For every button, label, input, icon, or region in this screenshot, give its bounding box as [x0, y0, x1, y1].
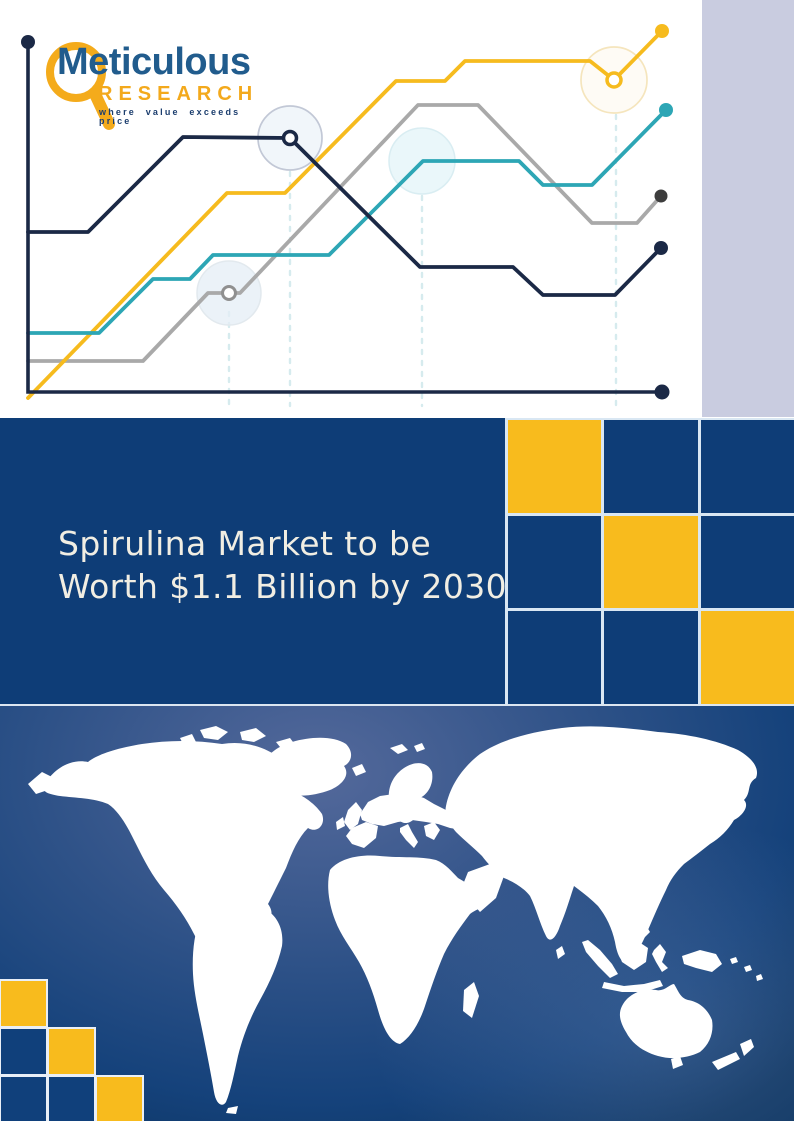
- checker-cell-yellow: [1, 981, 46, 1026]
- islands-svalbard: [390, 743, 425, 754]
- checker-cell-empty: [97, 981, 142, 1026]
- page-title-line2: Worth $1.1 Billion by 2030: [58, 567, 508, 606]
- page-title: Spirulina Market to be Worth $1.1 Billio…: [58, 522, 507, 608]
- checker-cell-navy: [508, 611, 602, 704]
- title-banner: Spirulina Market to be Worth $1.1 Billio…: [0, 418, 794, 706]
- island-ireland: [336, 817, 345, 830]
- chart-ring-markers: [221, 71, 623, 301]
- checker-cell-yellow: [700, 611, 794, 704]
- lavender-side-panel: [702, 0, 794, 417]
- continent-greenland: [261, 737, 352, 796]
- banner-checker-grid: [505, 418, 794, 704]
- logo-sub-text: RESEARCH: [98, 83, 259, 105]
- island-alaska-west: [28, 772, 54, 794]
- islands-new-zealand: [712, 1039, 754, 1070]
- island-borneo: [618, 940, 648, 970]
- checker-cell-navy: [700, 420, 794, 513]
- island-sumatra: [582, 940, 618, 978]
- region-arabia: [464, 864, 504, 912]
- island-sri-lanka: [556, 946, 565, 959]
- island-sulawesi: [652, 944, 668, 972]
- gray-series-end-dot: [654, 189, 668, 203]
- decorative-line-chart: [21, 24, 673, 408]
- island-java: [602, 980, 663, 992]
- checker-cell-navy: [1, 1029, 46, 1074]
- ring-marker-gold: [605, 71, 623, 89]
- island-great-britain: [344, 802, 362, 830]
- world-map: [28, 726, 763, 1114]
- checker-cell-empty: [97, 1029, 142, 1074]
- chart-line-navy: [26, 135, 663, 297]
- continents: [28, 726, 763, 1114]
- region-balkans: [424, 822, 440, 840]
- continent-africa: [328, 855, 485, 1044]
- checker-cell-navy: [700, 515, 794, 609]
- chart-line-gold: [26, 29, 664, 400]
- islands-pacific: [730, 957, 763, 981]
- islands-philippines: [634, 898, 650, 938]
- magnifier-icon: [46, 42, 115, 130]
- region-iberia: [346, 822, 378, 848]
- checker-cell-navy: [1, 1077, 46, 1121]
- chart-end-dots: [21, 24, 673, 400]
- island-tierra-del-fuego: [226, 1106, 238, 1114]
- checker-cell-yellow: [49, 1029, 94, 1074]
- checker-cell-yellow: [97, 1077, 142, 1121]
- chart-line-gray: [26, 103, 663, 363]
- axis-top-dot: [21, 35, 35, 49]
- region-europe-mainland: [360, 794, 468, 830]
- teal-end-dot: [659, 103, 673, 117]
- checker-cell-navy: [508, 515, 602, 609]
- corner-checker-grid: [1, 981, 142, 1121]
- island-new-guinea: [682, 950, 722, 972]
- island-madagascar: [463, 982, 479, 1018]
- meticulous-logo: Meticulous RESEARCH where value exceeds …: [45, 24, 275, 130]
- checker-cell-navy: [49, 1077, 94, 1121]
- logo-tagline: where value exceeds price: [99, 107, 241, 126]
- checker-cell-navy: [604, 611, 698, 704]
- chart-axes: [26, 42, 661, 394]
- axis-end-dot: [654, 384, 670, 400]
- continent-australia: [619, 984, 713, 1059]
- island-tasmania: [671, 1056, 683, 1069]
- ring-marker-gray: [221, 285, 237, 301]
- island-iceland: [352, 764, 366, 776]
- page-title-line1: Spirulina Market to be: [58, 524, 432, 563]
- continent-asia: [445, 726, 758, 963]
- islands-japan: [650, 827, 678, 866]
- world-map-section: [0, 706, 794, 1121]
- islands-canadian-arctic: [180, 726, 296, 752]
- continent-north-america: [43, 741, 324, 982]
- logo-brand-text: Meticulous: [57, 41, 251, 83]
- region-italy: [400, 824, 418, 848]
- checker-cell-navy: [604, 420, 698, 513]
- continent-south-america: [192, 902, 283, 1105]
- checker-cell-yellow: [604, 515, 698, 609]
- gold-end-dot: [655, 24, 669, 38]
- checker-cell-empty: [49, 981, 94, 1026]
- ring-marker-navy: [281, 129, 299, 147]
- hero-section: Meticulous RESEARCH where value exceeds …: [0, 0, 794, 418]
- chart-line-teal: [26, 108, 668, 335]
- navy-end-dot: [654, 241, 668, 255]
- chart-series-lines: [26, 29, 668, 400]
- checker-cell-yellow: [508, 420, 602, 513]
